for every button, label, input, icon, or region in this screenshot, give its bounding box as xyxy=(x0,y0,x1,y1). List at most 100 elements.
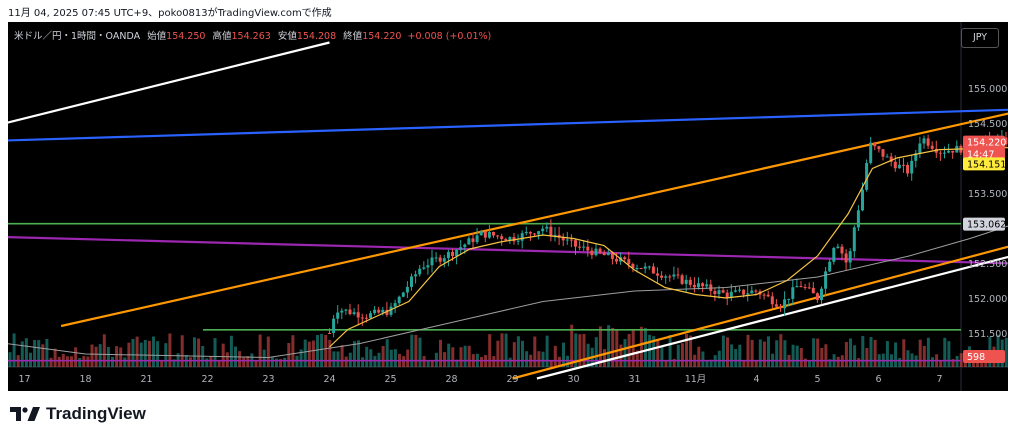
chart-frame[interactable]: 155.000 154.500 153.500 152.500 152.000 151.5… xyxy=(8,22,1008,391)
volume-tag: 598 xyxy=(967,352,985,363)
trendline-orange_channel_upper xyxy=(60,112,1008,328)
volume-bar xyxy=(352,341,356,367)
y-tick-label: 152.000 xyxy=(968,294,1007,305)
candle-body xyxy=(340,310,344,313)
trendline-white_support xyxy=(536,255,1008,380)
volume-bar xyxy=(49,357,53,367)
x-tick-label: 5 xyxy=(814,374,820,385)
volume-bar xyxy=(320,333,324,367)
candle-body xyxy=(369,313,372,319)
volume-bar xyxy=(422,356,426,367)
candle-body xyxy=(840,246,844,254)
candle-body xyxy=(332,318,336,334)
candle-body xyxy=(381,309,385,313)
volume-bar xyxy=(8,352,12,367)
volume-bar xyxy=(209,356,213,367)
volume-bar xyxy=(795,345,799,367)
volume-bar xyxy=(123,357,127,367)
candle-body xyxy=(779,306,782,309)
trendline-orange_channel_lower xyxy=(512,245,1008,380)
volume-bar xyxy=(143,339,147,367)
candle-body xyxy=(643,266,647,269)
candle-body xyxy=(389,306,393,315)
volume-bar xyxy=(500,333,504,367)
candle-body xyxy=(602,252,606,256)
candle-body xyxy=(598,248,602,253)
x-tick-label: 17 xyxy=(18,374,30,385)
trendline-blue_resistance xyxy=(8,108,1008,142)
volume-bar xyxy=(410,334,414,367)
volume-bar xyxy=(439,339,442,367)
volume-bar xyxy=(594,337,598,367)
volume-bar xyxy=(393,349,397,367)
volume-bar xyxy=(906,350,910,367)
volume-bar xyxy=(33,339,37,367)
volume-bar xyxy=(762,341,766,367)
volume-bar xyxy=(779,334,783,367)
volume-bar xyxy=(385,339,389,367)
candle-body xyxy=(545,226,549,229)
candle-body xyxy=(918,143,922,154)
volume-bar xyxy=(553,345,557,367)
candle-body xyxy=(668,276,672,278)
brand-name: TradingView xyxy=(46,404,146,423)
volume-bar xyxy=(90,344,94,367)
volume-bar xyxy=(414,334,418,367)
x-tick-label: 31 xyxy=(628,374,640,385)
volume-bar xyxy=(37,340,41,367)
candle-body xyxy=(680,275,684,284)
volume-bar xyxy=(672,358,676,367)
candle-body xyxy=(385,309,389,315)
candle-body xyxy=(442,258,446,262)
y-tick-label: 151.500 xyxy=(968,329,1007,340)
price-chart[interactable]: 155.000 154.500 153.500 152.500 152.000 151.5… xyxy=(8,22,1008,391)
volume-bar xyxy=(406,349,410,367)
volume-bar xyxy=(885,341,889,367)
legend-open: 154.250 xyxy=(166,31,206,42)
volume-bar xyxy=(557,356,561,367)
candle-body xyxy=(578,246,582,248)
candle-body xyxy=(537,231,541,235)
candle-body xyxy=(438,257,442,262)
candle-body xyxy=(881,149,885,157)
volume-bar xyxy=(193,337,196,367)
ma-price-tag-box xyxy=(963,157,1005,171)
candle-body xyxy=(377,309,381,313)
volume-bar xyxy=(767,336,770,367)
volume-bar xyxy=(791,344,795,367)
volume-bar xyxy=(160,360,164,367)
last-price-tag: 154.220 xyxy=(967,138,1006,149)
candle-body xyxy=(520,233,524,241)
volume-bar xyxy=(443,352,447,367)
volume-bar xyxy=(627,333,631,367)
brand[interactable]: TradingView xyxy=(10,404,146,424)
candle-body xyxy=(787,298,791,300)
volume-bar xyxy=(102,334,106,367)
candle-body xyxy=(672,274,676,277)
candle-body xyxy=(356,312,360,318)
legend-close-label: 終値 xyxy=(343,31,363,42)
candle-body xyxy=(684,279,688,284)
x-tick-label: 18 xyxy=(79,374,91,385)
currency-button[interactable]: JPY xyxy=(961,28,999,48)
candle-body xyxy=(938,152,942,154)
volume-bar xyxy=(820,347,824,367)
volume-bar xyxy=(726,337,729,367)
candle-body xyxy=(852,227,856,252)
chart-legend: 米ドル／円・1時間・OANDA 始値154.250 高値154.263 安値15… xyxy=(14,28,491,42)
candle-body xyxy=(401,292,405,297)
candle-body xyxy=(799,286,803,288)
volume-bar xyxy=(545,335,549,367)
candle-body xyxy=(910,160,914,174)
candle-body xyxy=(651,266,655,274)
volume-bar xyxy=(299,349,303,367)
candle-body xyxy=(754,290,758,292)
volume-bar xyxy=(849,338,852,367)
candle-body xyxy=(746,293,750,295)
candle-body xyxy=(344,309,348,311)
candle-body xyxy=(738,289,741,291)
x-tick-label: 28 xyxy=(445,374,457,385)
volume-bar xyxy=(812,338,816,367)
candle-body xyxy=(943,152,946,154)
y-tick-label: 154.500 xyxy=(968,119,1007,130)
